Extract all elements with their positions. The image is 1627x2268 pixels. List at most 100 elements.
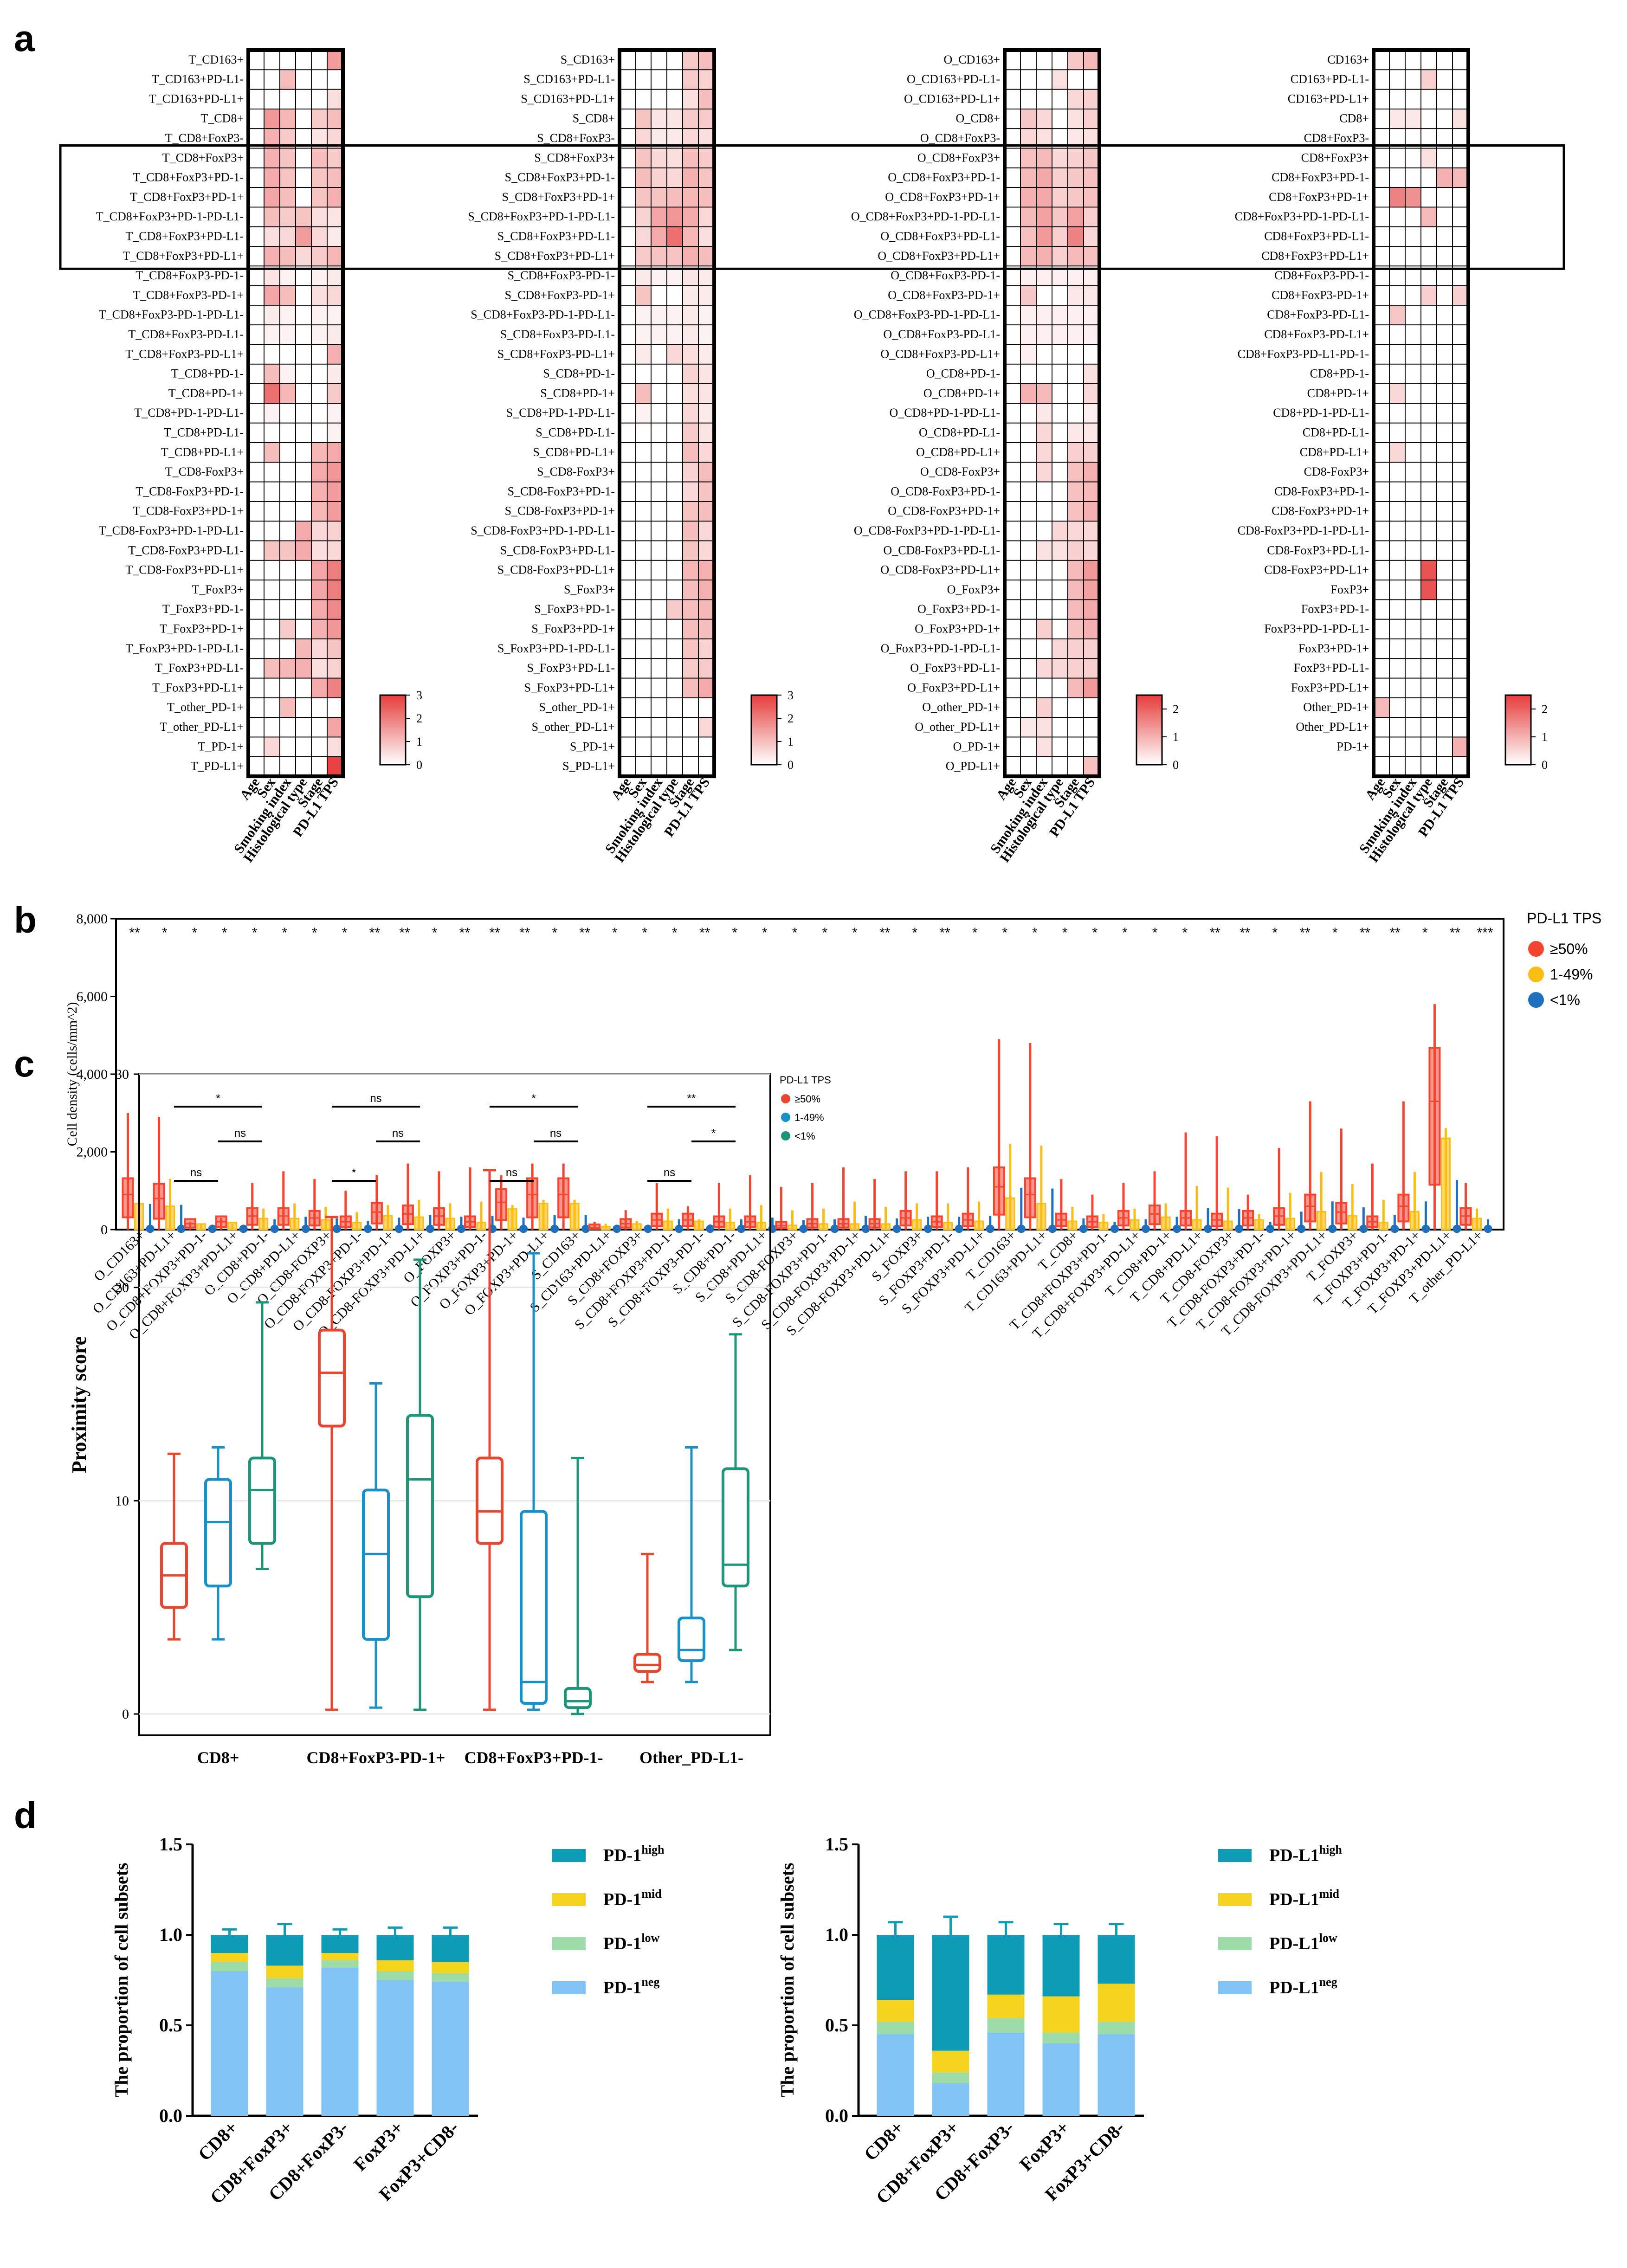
heatmap-cell bbox=[1020, 462, 1037, 483]
heatmap-cell bbox=[1389, 462, 1406, 483]
row-label: T_CD8+FoxP3+PD-1+ bbox=[130, 190, 244, 204]
heatmap-cell bbox=[619, 403, 636, 424]
row-label: FoxP3+PD-1- bbox=[1301, 602, 1369, 616]
heatmap-cell bbox=[1067, 403, 1084, 424]
heatmap-cell bbox=[1052, 383, 1068, 404]
heatmap-cell bbox=[1067, 756, 1084, 777]
heatmap-cell bbox=[1052, 717, 1068, 738]
heatmap-cell bbox=[682, 560, 699, 581]
bar-segment bbox=[1098, 2034, 1135, 2116]
panel-label-d: d bbox=[14, 1795, 37, 1836]
heatmap-cell bbox=[1452, 383, 1469, 404]
row-label: O_CD8+PD-1-PD-L1- bbox=[889, 406, 1000, 419]
heatmap-cell bbox=[311, 501, 328, 522]
heatmap-cell bbox=[1405, 442, 1421, 463]
heatmap-cell bbox=[1067, 481, 1084, 502]
heatmap-cell bbox=[1083, 756, 1100, 777]
bar-segment bbox=[877, 2022, 914, 2035]
row-label: CD8+PD-1- bbox=[1310, 367, 1369, 380]
heatmap-cell bbox=[327, 462, 343, 483]
heatmap-cell bbox=[698, 246, 715, 267]
heatmap-cell bbox=[666, 481, 683, 502]
legend-swatch bbox=[1218, 1981, 1252, 1994]
comparison-label: ns bbox=[550, 1127, 562, 1140]
heatmap-cell bbox=[248, 658, 265, 679]
heatmap-cell bbox=[1052, 697, 1068, 718]
heatmap-cell bbox=[651, 481, 667, 502]
heatmap-cell bbox=[1020, 148, 1037, 168]
heatmap-cell bbox=[279, 324, 296, 345]
heatmap-cell bbox=[1436, 403, 1453, 424]
heatmap-cell bbox=[682, 521, 699, 541]
row-label: O_CD8+FoxP3- bbox=[920, 131, 1000, 145]
heatmap-cell bbox=[311, 226, 328, 247]
heatmap-cell bbox=[698, 148, 715, 168]
heatmap-cell bbox=[1420, 736, 1437, 757]
box-low bbox=[1048, 1224, 1057, 1233]
heatmap-cell bbox=[682, 599, 699, 620]
heatmap-cell bbox=[619, 383, 636, 404]
heatmap-cell bbox=[1373, 108, 1390, 129]
heatmap-cell bbox=[1020, 540, 1037, 561]
row-label: O_FoxP3+ bbox=[947, 583, 1000, 596]
heatmap-cell bbox=[1452, 717, 1469, 738]
heatmap-cell bbox=[666, 619, 683, 639]
heatmap-cell bbox=[1373, 285, 1390, 306]
significance-mark: * bbox=[1272, 925, 1278, 941]
box-mid bbox=[1347, 1215, 1357, 1231]
heatmap-cell bbox=[1389, 167, 1406, 188]
heatmap-cell bbox=[666, 462, 683, 483]
heatmap-cell bbox=[327, 580, 343, 600]
y-tick-label: 0.5 bbox=[825, 2015, 848, 2036]
heatmap-cell bbox=[698, 187, 715, 208]
heatmap-cell bbox=[666, 540, 683, 561]
heatmap-cell bbox=[1004, 442, 1021, 463]
heatmap-cell bbox=[311, 167, 328, 188]
row-label: CD8+PD-L1- bbox=[1303, 425, 1369, 439]
heatmap-cell bbox=[248, 344, 265, 365]
heatmap-cell bbox=[279, 167, 296, 188]
heatmap-cell bbox=[698, 422, 715, 443]
heatmap-cell bbox=[327, 599, 343, 620]
heatmap-cell bbox=[311, 422, 328, 443]
heatmap-cell bbox=[1083, 481, 1100, 502]
heatmap-cell bbox=[1436, 521, 1453, 541]
significance-mark: * bbox=[222, 925, 227, 941]
heatmap-cell bbox=[1373, 658, 1390, 679]
heatmap-cell bbox=[1004, 638, 1021, 659]
heatmap-cell bbox=[698, 717, 715, 738]
heatmap-cell bbox=[279, 305, 296, 326]
heatmap-cell bbox=[1036, 89, 1052, 110]
heatmap-cell bbox=[1083, 206, 1100, 227]
heatmap-cell bbox=[264, 167, 280, 188]
heatmap-cell bbox=[311, 305, 328, 326]
heatmap-cell bbox=[1036, 69, 1052, 90]
heatmap-cell bbox=[635, 50, 652, 71]
bar-segment bbox=[1042, 2032, 1080, 2043]
bar-segment bbox=[1098, 1984, 1135, 2022]
significance-mark: * bbox=[762, 925, 768, 941]
heatmap-cell bbox=[311, 677, 328, 698]
row-label: T_CD8+FoxP3-PD-1-PD-L1- bbox=[99, 308, 244, 322]
row-label: PD-1+ bbox=[1336, 740, 1369, 753]
heatmap-cell bbox=[666, 599, 683, 620]
heatmap-cell bbox=[1389, 206, 1406, 227]
heatmap-cell bbox=[635, 658, 652, 679]
heatmap-cell bbox=[1373, 462, 1390, 483]
box-low bbox=[177, 1224, 186, 1233]
heatmap-cell bbox=[264, 69, 280, 90]
box-high bbox=[370, 1202, 383, 1224]
heatmap-cell bbox=[619, 324, 636, 345]
heatmap-cell bbox=[248, 246, 265, 267]
heatmap-cell bbox=[1020, 658, 1037, 679]
heatmap-frame bbox=[618, 48, 716, 779]
bar-segment bbox=[877, 2034, 914, 2116]
heatmap-cell bbox=[698, 580, 715, 600]
legend-label: PD-1low bbox=[603, 1931, 660, 1953]
heatmap-cell bbox=[619, 717, 636, 738]
heatmap-cell bbox=[1020, 599, 1037, 620]
significance-mark: * bbox=[852, 925, 858, 941]
row-label: T_CD8+ bbox=[200, 112, 244, 125]
box-low bbox=[394, 1224, 403, 1233]
heatmap-cell bbox=[635, 69, 652, 90]
